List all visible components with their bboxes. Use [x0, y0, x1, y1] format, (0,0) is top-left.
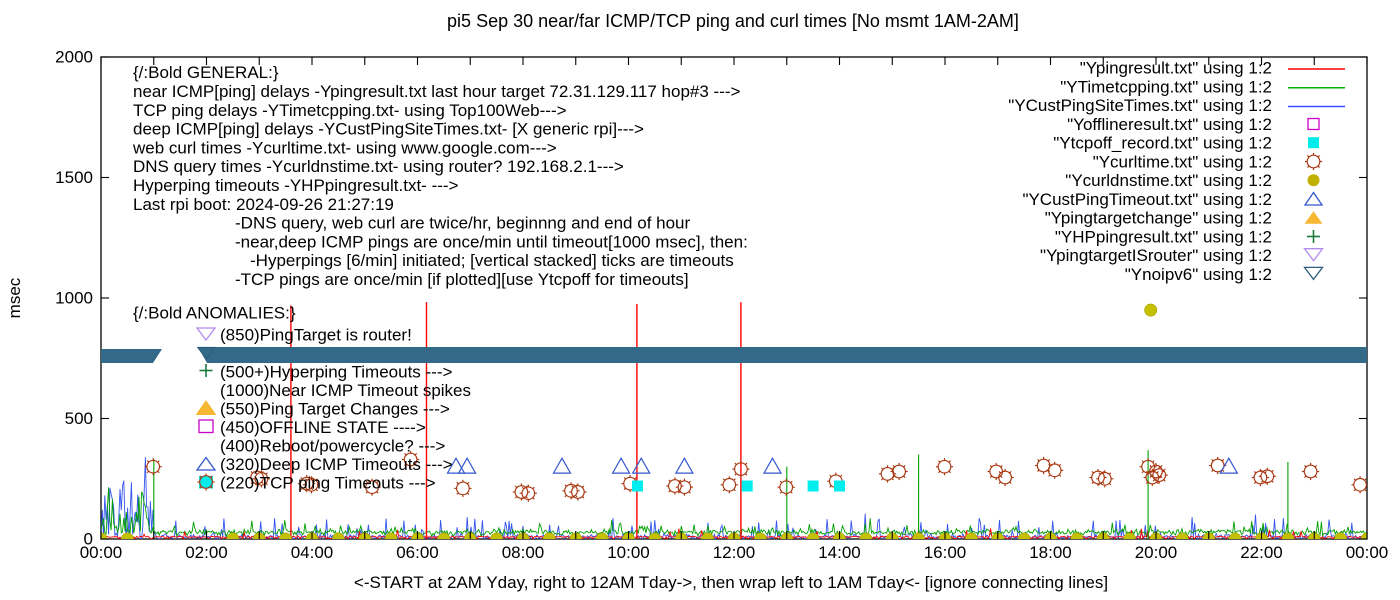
svg-text:10:00: 10:00 [607, 543, 650, 562]
svg-text:04:00: 04:00 [291, 543, 334, 562]
svg-text:msec: msec [5, 277, 24, 318]
svg-text:(500+)Hyperping Timeouts --->: (500+)Hyperping Timeouts ---> [220, 363, 453, 382]
svg-text:near ICMP[ping] delays -Ypingr: near ICMP[ping] delays -Ypingresult.txt … [133, 82, 741, 101]
svg-text:"YpingtargetISrouter" using 1:: "YpingtargetISrouter" using 1:2 [1040, 246, 1272, 265]
svg-text:16:00: 16:00 [924, 543, 967, 562]
svg-text:(400)Reboot/powercycle? --->: (400)Reboot/powercycle? ---> [220, 437, 445, 456]
svg-text:02:00: 02:00 [185, 543, 228, 562]
svg-text:(320)Deep ICMP Timeouts --->: (320)Deep ICMP Timeouts ---> [220, 455, 453, 474]
svg-text:00:00: 00:00 [1346, 543, 1389, 562]
svg-text:Last rpi boot: 2024-09-26 21:2: Last rpi boot: 2024-09-26 21:27:19 [133, 195, 394, 214]
svg-text:"Ypingresult.txt" using 1:2: "Ypingresult.txt" using 1:2 [1080, 59, 1272, 78]
svg-text:"Ycurldnstime.txt" using 1:2: "Ycurldnstime.txt" using 1:2 [1065, 171, 1272, 190]
svg-text:-DNS query, web curl are twice: -DNS query, web curl are twice/hr, begin… [235, 214, 691, 233]
svg-text:00:00: 00:00 [80, 543, 123, 562]
svg-text:pi5 Sep 30 near/far ICMP/TCP: pi5 Sep 30 near/far ICMP/TCP ping and cu… [447, 11, 1019, 31]
svg-text:500: 500 [65, 409, 93, 428]
svg-text:1000: 1000 [55, 289, 93, 308]
svg-text:{/:Bold GENERAL:}: {/:Bold GENERAL:} [133, 63, 279, 82]
svg-text:2000: 2000 [55, 48, 93, 67]
svg-text:"Yofflineresult.txt" using 1:2: "Yofflineresult.txt" using 1:2 [1067, 115, 1272, 134]
svg-text:08:00: 08:00 [502, 543, 545, 562]
svg-text:12:00: 12:00 [713, 543, 756, 562]
svg-text:"YCustPingSiteTimes.txt" using: "YCustPingSiteTimes.txt" using 1:2 [1008, 96, 1272, 115]
svg-text:TCP ping delays -YTimetcpping.: TCP ping delays -YTimetcpping.txt- using… [133, 101, 567, 120]
svg-text:<-START at 2AM Yday, right to: <-START at 2AM Yday, right to 12AM Tday-… [354, 573, 1108, 592]
svg-text:(550)Ping Target Changes --->: (550)Ping Target Changes ---> [220, 400, 450, 419]
svg-text:(850)PingTarget is router!: (850)PingTarget is router! [220, 326, 412, 345]
svg-text:"Ynoipv6" using 1:2: "Ynoipv6" using 1:2 [1125, 265, 1272, 284]
svg-text:Hyperping timeouts -YHPpingres: Hyperping timeouts -YHPpingresult.txt- -… [133, 176, 459, 195]
svg-text:"YCustPingTimeout.txt" using 1: "YCustPingTimeout.txt" using 1:2 [1022, 190, 1272, 209]
svg-text:"Ypingtargetchange" using 1:2: "Ypingtargetchange" using 1:2 [1045, 209, 1272, 228]
svg-text:22:00: 22:00 [1240, 543, 1283, 562]
svg-text:20:00: 20:00 [1135, 543, 1178, 562]
svg-text:06:00: 06:00 [396, 543, 439, 562]
svg-text:web curl times -Ycurltime.txt-: web curl times -Ycurltime.txt- using www… [132, 138, 557, 157]
svg-text:(220)TCP ping Timeouts --->: (220)TCP ping Timeouts ---> [220, 474, 436, 493]
svg-text:"YHPpingresult.txt" using 1:2: "YHPpingresult.txt" using 1:2 [1055, 227, 1272, 246]
svg-text:14:00: 14:00 [818, 543, 861, 562]
svg-text:(450)OFFLINE STATE ---->: (450)OFFLINE STATE ----> [220, 418, 426, 437]
svg-text:(1000)Near ICMP Timeout spikes: (1000)Near ICMP Timeout spikes [220, 381, 471, 400]
svg-text:1500: 1500 [55, 168, 93, 187]
svg-text:18:00: 18:00 [1029, 543, 1072, 562]
svg-text:DNS query times -Ycurldnstime.: DNS query times -Ycurldnstime.txt- using… [133, 157, 624, 176]
svg-text:-Hyperpings [6/min] initiated;: -Hyperpings [6/min] initiated; [vertical… [250, 251, 734, 270]
svg-text:"Ycurltime.txt" using 1:2: "Ycurltime.txt" using 1:2 [1093, 152, 1272, 171]
svg-text:"YTimetcpping.txt" using 1:2: "YTimetcpping.txt" using 1:2 [1060, 77, 1272, 96]
svg-text:deep ICMP[ping] delays -YCustP: deep ICMP[ping] delays -YCustPingSiteTim… [133, 120, 644, 139]
svg-text:-TCP pings are once/min [if pl: -TCP pings are once/min [if plotted][use… [235, 270, 689, 289]
svg-text:"Ytcpoff_record.txt" using 1:2: "Ytcpoff_record.txt" using 1:2 [1053, 134, 1272, 153]
svg-text:{/:Bold ANOMALIES:}: {/:Bold ANOMALIES:} [133, 303, 296, 322]
svg-text:-near,deep ICMP pings are once: -near,deep ICMP pings are once/min until… [235, 232, 748, 251]
